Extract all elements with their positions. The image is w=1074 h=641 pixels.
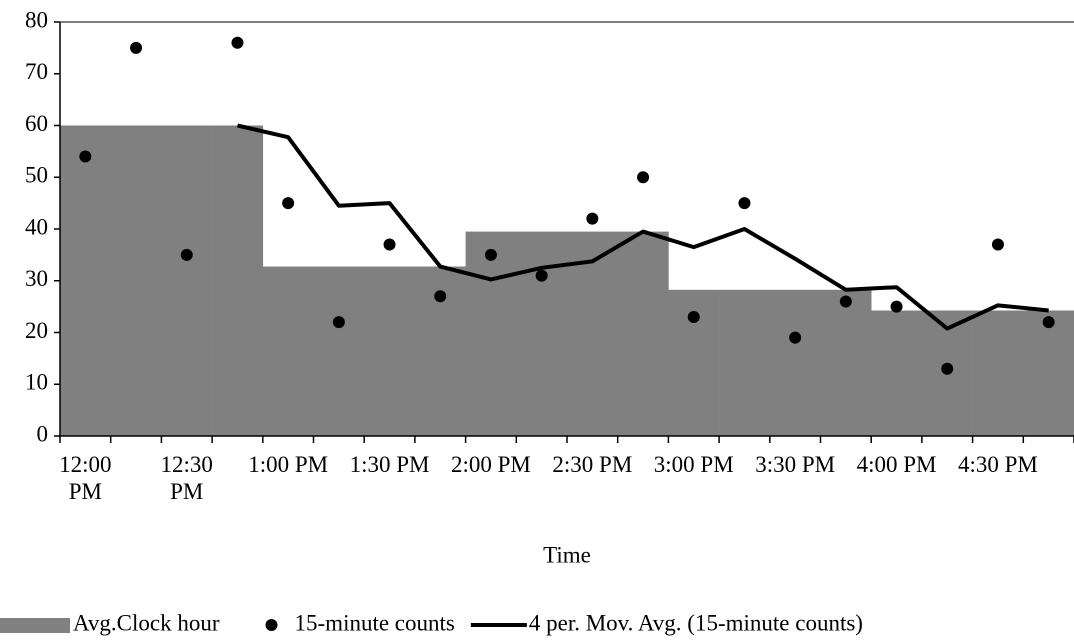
point: [383, 238, 396, 251]
y-tick-label: 0: [37, 421, 49, 446]
x-tick-label: 12:30 PM: [160, 452, 213, 504]
bar: [567, 231, 618, 436]
legend-item: Avg.Clock hour: [0, 610, 220, 635]
point: [637, 171, 650, 184]
point: [738, 197, 751, 210]
bar: [769, 289, 821, 436]
legend-swatch: [0, 618, 70, 633]
y-tick-label: 70: [25, 59, 48, 84]
x-tick-label: 1:00 PM: [248, 452, 329, 477]
point: [535, 269, 548, 282]
y-tick-label: 20: [25, 318, 48, 343]
bar: [110, 125, 162, 436]
bar: [516, 231, 568, 436]
x-tick-label: 4:30 PM: [957, 452, 1038, 477]
bar: [972, 310, 1024, 436]
bar: [719, 289, 771, 436]
bar: [1023, 310, 1074, 436]
x-tick-label: 2:30 PM: [552, 452, 633, 477]
x-axis-title: Time: [543, 542, 591, 567]
legend-item: 4 per. Mov. Avg. (15-minute counts): [470, 610, 863, 635]
x-tick-label: 3:00 PM: [653, 452, 734, 477]
bar: [364, 266, 416, 436]
x-tick-label: 4:00 PM: [856, 452, 937, 477]
legend-label: 15-minute counts: [295, 610, 455, 635]
point: [130, 41, 143, 54]
point: [586, 212, 599, 225]
x-tick-label: 2:00 PM: [450, 452, 531, 477]
legend-marker: [265, 619, 278, 631]
y-tick-label: 60: [25, 111, 48, 136]
point: [332, 316, 345, 329]
bar: [465, 231, 517, 436]
x-tick-label: 1:30 PM: [349, 452, 430, 477]
point: [282, 197, 295, 210]
y-tick-label: 40: [25, 214, 48, 239]
moving-average-line: [237, 123, 1049, 331]
bar: [820, 289, 872, 436]
legend-label: 4 per. Mov. Avg. (15-minute counts): [529, 610, 863, 635]
bar: [617, 231, 669, 436]
point: [231, 36, 244, 49]
point: [941, 362, 954, 375]
legend-label: Avg.Clock hour: [73, 610, 220, 635]
point: [434, 290, 447, 303]
point: [991, 238, 1004, 251]
bar: [313, 266, 365, 436]
bar: [212, 125, 264, 436]
point: [180, 248, 193, 261]
point: [789, 331, 802, 344]
bar: [262, 266, 314, 436]
point: [484, 248, 497, 261]
bar: [60, 125, 111, 436]
point: [79, 150, 92, 163]
x-tick-label: 3:30 PM: [755, 452, 836, 477]
point: [1042, 316, 1055, 329]
y-tick-label: 50: [25, 163, 48, 188]
point: [687, 310, 700, 323]
point: [839, 295, 852, 308]
y-tick-label: 10: [25, 370, 48, 395]
legend-item: 15-minute counts: [265, 610, 455, 635]
y-tick-label: 30: [25, 266, 48, 291]
y-tick-label: 80: [25, 7, 48, 32]
bar: [161, 125, 213, 436]
point: [890, 300, 903, 313]
x-tick-label: 12:00 PM: [59, 452, 112, 504]
bar: [871, 310, 923, 436]
